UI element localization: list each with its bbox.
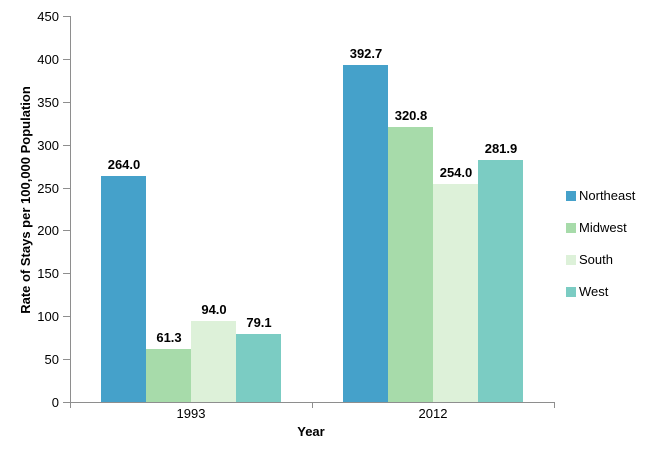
x-tick-label-2012: 2012 bbox=[418, 406, 448, 421]
bar-value-label-northeast-1993: 264.0 bbox=[107, 157, 141, 172]
x-tick-mark bbox=[312, 403, 313, 408]
bar-northeast-1993 bbox=[101, 176, 146, 402]
bar-value-label-west-1993: 79.1 bbox=[246, 315, 272, 330]
legend: Northeast Midwest South West bbox=[566, 188, 635, 316]
legend-swatch-west bbox=[566, 287, 576, 297]
y-tick-label: 400 bbox=[37, 52, 59, 67]
bar-west-2012 bbox=[478, 160, 523, 402]
legend-label-northeast: Northeast bbox=[579, 188, 636, 203]
bar-south-1993 bbox=[191, 321, 236, 402]
y-tick-label: 50 bbox=[44, 352, 59, 367]
y-tick-mark bbox=[63, 316, 70, 317]
legend-item-south: South bbox=[566, 252, 635, 268]
legend-swatch-northeast bbox=[566, 191, 576, 201]
x-axis-title: Year bbox=[297, 424, 325, 439]
legend-item-northeast: Northeast bbox=[566, 188, 635, 204]
bar-value-label-south-1993: 94.0 bbox=[201, 302, 227, 317]
bar-midwest-2012 bbox=[388, 127, 433, 402]
y-tick-mark bbox=[63, 273, 70, 274]
legend-item-west: West bbox=[566, 284, 635, 300]
bar-value-label-south-2012: 254.0 bbox=[439, 165, 473, 180]
y-tick-label: 350 bbox=[37, 95, 59, 110]
y-tick-mark bbox=[63, 102, 70, 103]
y-tick-mark bbox=[63, 230, 70, 231]
x-tick-label-1993: 1993 bbox=[176, 406, 206, 421]
bar-west-1993 bbox=[236, 334, 281, 402]
y-tick-mark bbox=[63, 402, 70, 403]
legend-swatch-midwest bbox=[566, 223, 576, 233]
y-tick-label: 0 bbox=[51, 395, 59, 410]
legend-swatch-south bbox=[566, 255, 576, 265]
bar-value-label-midwest-1993: 61.3 bbox=[156, 330, 182, 345]
legend-item-midwest: Midwest bbox=[566, 220, 635, 236]
y-tick-label: 250 bbox=[37, 181, 59, 196]
bar-northeast-2012 bbox=[343, 65, 388, 402]
y-tick-mark bbox=[63, 16, 70, 17]
y-tick-label: 450 bbox=[37, 9, 59, 24]
legend-label-west: West bbox=[579, 284, 609, 299]
x-tick-mark bbox=[554, 403, 555, 408]
x-axis-line bbox=[70, 402, 555, 403]
y-tick-label: 150 bbox=[37, 266, 59, 281]
legend-label-midwest: Midwest bbox=[579, 220, 627, 235]
y-tick-mark bbox=[63, 188, 70, 189]
y-tick-mark bbox=[63, 145, 70, 146]
legend-label-south: South bbox=[579, 252, 613, 267]
y-tick-label: 300 bbox=[37, 138, 59, 153]
y-tick-mark bbox=[63, 359, 70, 360]
bar-midwest-1993 bbox=[146, 349, 191, 402]
bar-value-label-west-2012: 281.9 bbox=[484, 141, 518, 156]
bar-value-label-northeast-2012: 392.7 bbox=[349, 46, 383, 61]
y-tick-label: 200 bbox=[37, 223, 59, 238]
x-tick-mark bbox=[70, 403, 71, 408]
y-tick-mark bbox=[63, 59, 70, 60]
bar-value-label-midwest-2012: 320.8 bbox=[394, 108, 428, 123]
y-axis-line bbox=[70, 16, 71, 408]
bar-south-2012 bbox=[433, 184, 478, 402]
y-tick-label: 100 bbox=[37, 309, 59, 324]
